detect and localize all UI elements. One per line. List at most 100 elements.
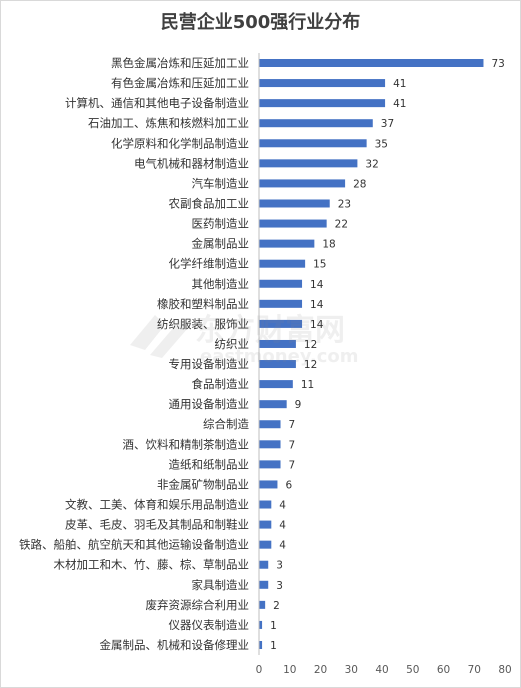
value-label: 73 bbox=[491, 58, 504, 70]
category-label: 酒、饮料和精制茶制造业 bbox=[123, 437, 250, 451]
x-tick-label: 0 bbox=[256, 664, 263, 676]
bar bbox=[259, 139, 367, 148]
category-label: 综合制造 bbox=[203, 417, 249, 431]
category-label: 铁路、船舶、航空航天和其他运输设备制造业 bbox=[19, 538, 249, 552]
bar bbox=[259, 239, 315, 248]
value-label: 4 bbox=[279, 500, 286, 512]
value-label: 1 bbox=[270, 640, 277, 652]
bar bbox=[259, 540, 272, 549]
category-label: 医药制造业 bbox=[192, 217, 250, 231]
category-label: 金属制品业 bbox=[192, 237, 250, 251]
category-label: 专用设备制造业 bbox=[169, 357, 250, 371]
x-tick-label: 30 bbox=[345, 664, 358, 676]
category-label: 皮革、毛皮、羽毛及其制品和制鞋业 bbox=[65, 518, 249, 532]
bar bbox=[259, 380, 293, 389]
category-label: 食品制造业 bbox=[192, 377, 250, 391]
value-label: 1 bbox=[270, 620, 277, 632]
category-label: 化学原料和化学制品制造业 bbox=[111, 136, 249, 150]
category-label: 石油加工、炼焦和核燃料加工业 bbox=[88, 116, 249, 130]
value-label: 7 bbox=[289, 419, 296, 431]
value-label: 4 bbox=[279, 540, 286, 552]
value-label: 28 bbox=[353, 178, 366, 190]
bar bbox=[259, 259, 306, 268]
value-label: 4 bbox=[279, 520, 286, 532]
bar bbox=[259, 99, 386, 108]
value-label: 7 bbox=[289, 439, 296, 451]
bar bbox=[259, 580, 269, 589]
value-labels-group: 7341413735322823221815141414121211977764… bbox=[270, 58, 505, 652]
x-tick-label: 70 bbox=[468, 664, 481, 676]
category-label: 黑色金属冶炼和压延加工业 bbox=[111, 56, 249, 70]
bar bbox=[259, 199, 330, 208]
category-label: 废弃资源综合利用业 bbox=[146, 598, 250, 612]
category-label: 木材加工和木、竹、藤、棕、草制品业 bbox=[54, 558, 250, 572]
category-label: 文教、工美、体育和娱乐用品制造业 bbox=[65, 498, 249, 512]
bar bbox=[259, 179, 346, 188]
bar bbox=[259, 279, 303, 288]
category-label: 农副食品加工业 bbox=[169, 196, 250, 210]
bar bbox=[259, 460, 281, 469]
value-label: 14 bbox=[310, 299, 324, 311]
bar bbox=[259, 59, 484, 67]
value-label: 32 bbox=[365, 158, 378, 170]
bar bbox=[259, 159, 358, 168]
category-label: 造纸和纸制品业 bbox=[169, 457, 250, 471]
bar bbox=[259, 560, 269, 569]
value-label: 23 bbox=[338, 198, 351, 210]
category-label: 计算机、通信和其他电子设备制造业 bbox=[65, 96, 249, 110]
bar bbox=[259, 219, 327, 228]
category-label: 纺织业 bbox=[215, 337, 250, 351]
x-tick-label: 40 bbox=[375, 664, 388, 676]
x-tick-label: 20 bbox=[314, 664, 327, 676]
category-label: 橡胶和塑料制品业 bbox=[157, 297, 249, 311]
bar bbox=[259, 480, 278, 489]
value-label: 41 bbox=[393, 98, 406, 110]
bar bbox=[259, 620, 263, 629]
category-label: 非金属矿物制品业 bbox=[157, 477, 249, 491]
value-label: 2 bbox=[273, 600, 280, 612]
value-label: 14 bbox=[310, 279, 324, 291]
value-label: 22 bbox=[335, 219, 348, 231]
bar bbox=[259, 520, 272, 529]
bar bbox=[259, 299, 303, 308]
value-label: 3 bbox=[276, 560, 283, 572]
value-label: 37 bbox=[381, 118, 394, 130]
bars-group bbox=[259, 59, 484, 649]
category-label: 金属制品、机械和设备修理业 bbox=[100, 638, 250, 652]
value-label: 14 bbox=[310, 319, 324, 331]
bar bbox=[259, 440, 281, 449]
bar bbox=[259, 641, 263, 649]
value-label: 15 bbox=[313, 259, 326, 271]
value-label: 7 bbox=[289, 459, 296, 471]
x-tick-label: 60 bbox=[437, 664, 450, 676]
bar bbox=[259, 420, 281, 429]
bar bbox=[259, 119, 373, 128]
category-label: 电气机械和器材制造业 bbox=[134, 156, 249, 170]
category-label: 其他制造业 bbox=[192, 277, 250, 291]
x-tick-label: 80 bbox=[498, 664, 511, 676]
value-label: 18 bbox=[322, 239, 335, 251]
x-tick-label: 50 bbox=[406, 664, 419, 676]
x-tick-label: 10 bbox=[283, 664, 296, 676]
category-label: 汽车制造业 bbox=[192, 176, 250, 190]
category-label: 仪器仪表制造业 bbox=[169, 618, 250, 632]
bar bbox=[259, 339, 296, 348]
category-label: 有色金属冶炼和压延加工业 bbox=[111, 76, 249, 90]
category-labels-group: 黑色金属冶炼和压延加工业有色金属冶炼和压延加工业计算机、通信和其他电子设备制造业… bbox=[19, 56, 249, 652]
value-label: 35 bbox=[375, 138, 388, 150]
category-label: 纺织服装、服饰业 bbox=[157, 317, 249, 331]
bar bbox=[259, 500, 272, 509]
category-label: 通用设备制造业 bbox=[169, 397, 250, 411]
value-label: 12 bbox=[304, 359, 317, 371]
value-label: 9 bbox=[295, 399, 302, 411]
bar bbox=[259, 600, 266, 609]
category-label: 家具制造业 bbox=[192, 578, 250, 592]
value-label: 12 bbox=[304, 339, 317, 351]
x-axis: 0 10 20 30 40 50 60 70 80 bbox=[256, 52, 512, 676]
chart-title: 民营企业500强行业分布 bbox=[160, 12, 361, 33]
bar bbox=[259, 319, 303, 328]
bar bbox=[259, 400, 287, 409]
value-label: 3 bbox=[276, 580, 283, 592]
value-label: 41 bbox=[393, 78, 406, 90]
